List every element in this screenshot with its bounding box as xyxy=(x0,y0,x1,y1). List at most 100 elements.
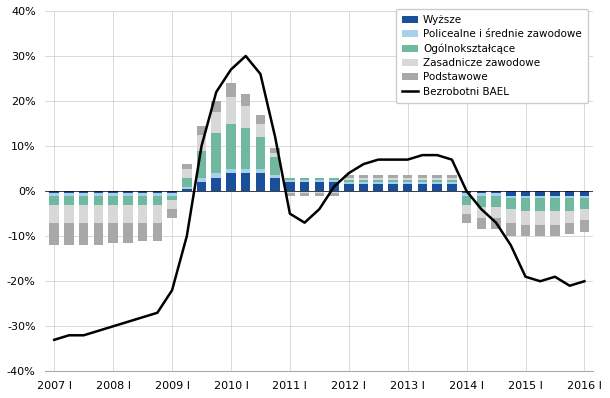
Bar xyxy=(476,218,486,229)
Bar xyxy=(329,182,339,191)
Bar xyxy=(226,123,235,169)
Bar xyxy=(521,225,530,236)
Bar xyxy=(212,133,221,173)
Bar xyxy=(138,191,148,193)
Bar xyxy=(94,222,103,245)
Bar xyxy=(491,207,501,218)
Bar xyxy=(476,193,486,196)
Bar xyxy=(491,196,501,207)
Bar xyxy=(373,184,383,191)
Bar xyxy=(447,178,457,180)
Bar xyxy=(167,191,177,193)
Bar xyxy=(182,189,192,191)
Bar xyxy=(226,83,235,97)
Bar xyxy=(64,222,74,245)
Bar xyxy=(300,193,309,196)
Bar xyxy=(270,153,280,157)
Bar xyxy=(79,222,88,245)
Bar xyxy=(64,196,74,205)
Bar xyxy=(300,182,309,191)
Bar xyxy=(241,94,251,105)
Bar xyxy=(403,176,412,178)
Bar xyxy=(462,193,472,196)
Bar xyxy=(212,173,221,178)
Bar xyxy=(226,169,235,173)
Bar xyxy=(256,173,265,191)
Bar xyxy=(491,218,501,229)
Bar xyxy=(359,176,368,178)
Bar xyxy=(123,193,132,196)
Bar xyxy=(418,182,427,184)
Bar xyxy=(359,180,368,182)
Bar xyxy=(432,176,442,178)
Bar xyxy=(197,150,206,178)
Bar xyxy=(123,222,132,243)
Bar xyxy=(536,198,545,211)
Bar xyxy=(197,182,206,191)
Bar xyxy=(285,191,295,193)
Bar xyxy=(344,176,354,178)
Bar xyxy=(182,169,192,178)
Bar xyxy=(447,184,457,191)
Bar xyxy=(506,191,515,196)
Bar xyxy=(432,180,442,182)
Bar xyxy=(506,198,515,209)
Bar xyxy=(521,191,530,196)
Bar xyxy=(521,196,530,198)
Bar xyxy=(64,205,74,222)
Bar xyxy=(565,211,575,222)
Bar xyxy=(344,180,354,182)
Bar xyxy=(418,184,427,191)
Bar xyxy=(550,211,560,225)
Bar xyxy=(462,191,472,193)
Bar xyxy=(49,205,59,222)
Bar xyxy=(447,180,457,182)
Bar xyxy=(536,191,545,196)
Bar xyxy=(373,176,383,178)
Bar xyxy=(476,207,486,218)
Bar xyxy=(506,209,515,222)
Bar xyxy=(138,222,148,241)
Bar xyxy=(344,178,354,180)
Bar xyxy=(152,222,162,241)
Bar xyxy=(285,193,295,196)
Bar xyxy=(329,191,339,193)
Bar xyxy=(373,182,383,184)
Bar xyxy=(49,196,59,205)
Bar xyxy=(462,214,472,222)
Bar xyxy=(270,176,280,178)
Bar xyxy=(79,205,88,222)
Bar xyxy=(491,193,501,196)
Bar xyxy=(521,198,530,211)
Bar xyxy=(565,191,575,196)
Bar xyxy=(256,137,265,169)
Bar xyxy=(197,178,206,182)
Bar xyxy=(388,180,398,182)
Bar xyxy=(476,196,486,207)
Bar xyxy=(315,180,324,182)
Bar xyxy=(285,180,295,182)
Bar xyxy=(359,184,368,191)
Bar xyxy=(300,178,309,180)
Bar xyxy=(432,184,442,191)
Bar xyxy=(152,196,162,205)
Bar xyxy=(226,173,235,191)
Bar xyxy=(550,191,560,196)
Bar xyxy=(403,178,412,180)
Bar xyxy=(344,182,354,184)
Bar xyxy=(270,178,280,191)
Bar xyxy=(270,148,280,153)
Bar xyxy=(300,191,309,193)
Bar xyxy=(550,198,560,211)
Bar xyxy=(241,169,251,173)
Bar xyxy=(315,193,324,196)
Bar xyxy=(521,211,530,225)
Bar xyxy=(109,222,118,243)
Bar xyxy=(462,205,472,214)
Bar xyxy=(109,196,118,205)
Bar xyxy=(167,193,177,196)
Bar xyxy=(506,196,515,198)
Bar xyxy=(241,105,251,128)
Bar xyxy=(580,209,589,220)
Bar xyxy=(403,180,412,182)
